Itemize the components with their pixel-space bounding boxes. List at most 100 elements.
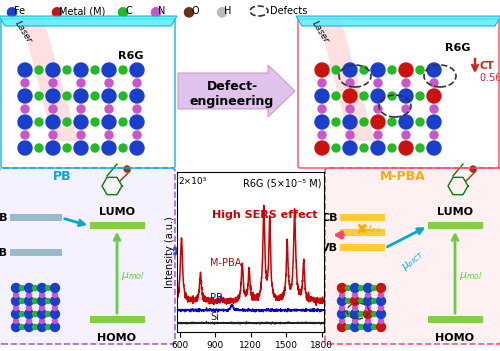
Text: ●: ● (5, 4, 17, 18)
Circle shape (430, 131, 438, 139)
Circle shape (74, 115, 88, 129)
Circle shape (32, 325, 38, 330)
Circle shape (360, 118, 368, 126)
Bar (10, 249, 62, 256)
Circle shape (46, 285, 51, 291)
Circle shape (350, 323, 360, 331)
Circle shape (366, 318, 370, 324)
Circle shape (352, 305, 358, 311)
Polygon shape (296, 16, 500, 26)
Text: $\mu_{mol}$: $\mu_{mol}$ (459, 270, 482, 282)
Circle shape (343, 115, 357, 129)
Circle shape (52, 292, 58, 298)
Circle shape (24, 310, 34, 318)
Text: Fe: Fe (14, 6, 25, 16)
Text: N: N (158, 6, 166, 16)
Circle shape (346, 105, 354, 113)
Circle shape (343, 89, 357, 103)
Circle shape (40, 305, 44, 311)
Circle shape (20, 325, 24, 330)
Circle shape (46, 298, 51, 304)
Circle shape (427, 115, 441, 129)
Circle shape (416, 92, 424, 100)
Circle shape (470, 166, 476, 172)
Y-axis label: Intensity (a.u.): Intensity (a.u.) (165, 216, 175, 288)
Circle shape (130, 63, 144, 77)
Circle shape (119, 92, 127, 100)
Circle shape (40, 292, 44, 298)
Circle shape (416, 66, 424, 74)
Circle shape (77, 79, 85, 87)
Circle shape (343, 141, 357, 155)
Circle shape (318, 79, 326, 87)
Circle shape (77, 105, 85, 113)
Circle shape (430, 105, 438, 113)
Circle shape (49, 131, 57, 139)
Text: Si: Si (210, 312, 220, 322)
Polygon shape (21, 17, 78, 141)
Circle shape (12, 323, 20, 331)
Circle shape (364, 284, 372, 292)
Circle shape (46, 311, 51, 317)
Circle shape (372, 311, 376, 317)
Circle shape (376, 310, 386, 318)
Text: VB: VB (0, 248, 8, 258)
Circle shape (402, 79, 410, 87)
Circle shape (338, 310, 346, 318)
Circle shape (24, 297, 34, 305)
Circle shape (346, 298, 350, 304)
Text: ●: ● (215, 4, 227, 18)
Text: R6G: R6G (445, 43, 470, 53)
Circle shape (35, 118, 43, 126)
Circle shape (119, 66, 127, 74)
Text: LUMO: LUMO (99, 207, 135, 217)
Circle shape (343, 63, 357, 77)
FancyBboxPatch shape (325, 168, 500, 344)
Circle shape (91, 66, 99, 74)
Text: CB: CB (322, 213, 338, 223)
Bar (428, 316, 483, 323)
Text: ●: ● (116, 4, 128, 18)
Circle shape (378, 292, 384, 298)
Circle shape (50, 284, 59, 292)
Circle shape (32, 285, 38, 291)
Circle shape (40, 318, 44, 324)
Circle shape (352, 292, 358, 298)
Circle shape (18, 115, 32, 129)
Circle shape (350, 310, 360, 318)
Circle shape (371, 89, 385, 103)
Circle shape (38, 323, 46, 331)
Circle shape (26, 305, 32, 311)
Circle shape (20, 311, 24, 317)
Circle shape (388, 118, 396, 126)
Circle shape (427, 89, 441, 103)
Text: Laser: Laser (13, 19, 34, 45)
Circle shape (372, 325, 376, 330)
Circle shape (372, 285, 376, 291)
Circle shape (318, 131, 326, 139)
Circle shape (14, 292, 18, 298)
Circle shape (49, 79, 57, 87)
Circle shape (74, 63, 88, 77)
Bar (340, 214, 385, 221)
Circle shape (332, 66, 340, 74)
Circle shape (63, 66, 71, 74)
Circle shape (399, 141, 413, 155)
Circle shape (32, 298, 38, 304)
Circle shape (358, 285, 364, 291)
Circle shape (24, 284, 34, 292)
Circle shape (35, 92, 43, 100)
FancyBboxPatch shape (0, 168, 175, 344)
Text: HOMO: HOMO (98, 333, 136, 343)
Circle shape (14, 318, 18, 324)
Circle shape (315, 115, 329, 129)
Circle shape (105, 79, 113, 87)
Circle shape (399, 115, 413, 129)
Text: CT: CT (480, 61, 495, 71)
Circle shape (52, 318, 58, 324)
Polygon shape (0, 16, 177, 26)
Circle shape (38, 310, 46, 318)
Circle shape (77, 131, 85, 139)
Circle shape (416, 118, 424, 126)
Circle shape (376, 323, 386, 331)
